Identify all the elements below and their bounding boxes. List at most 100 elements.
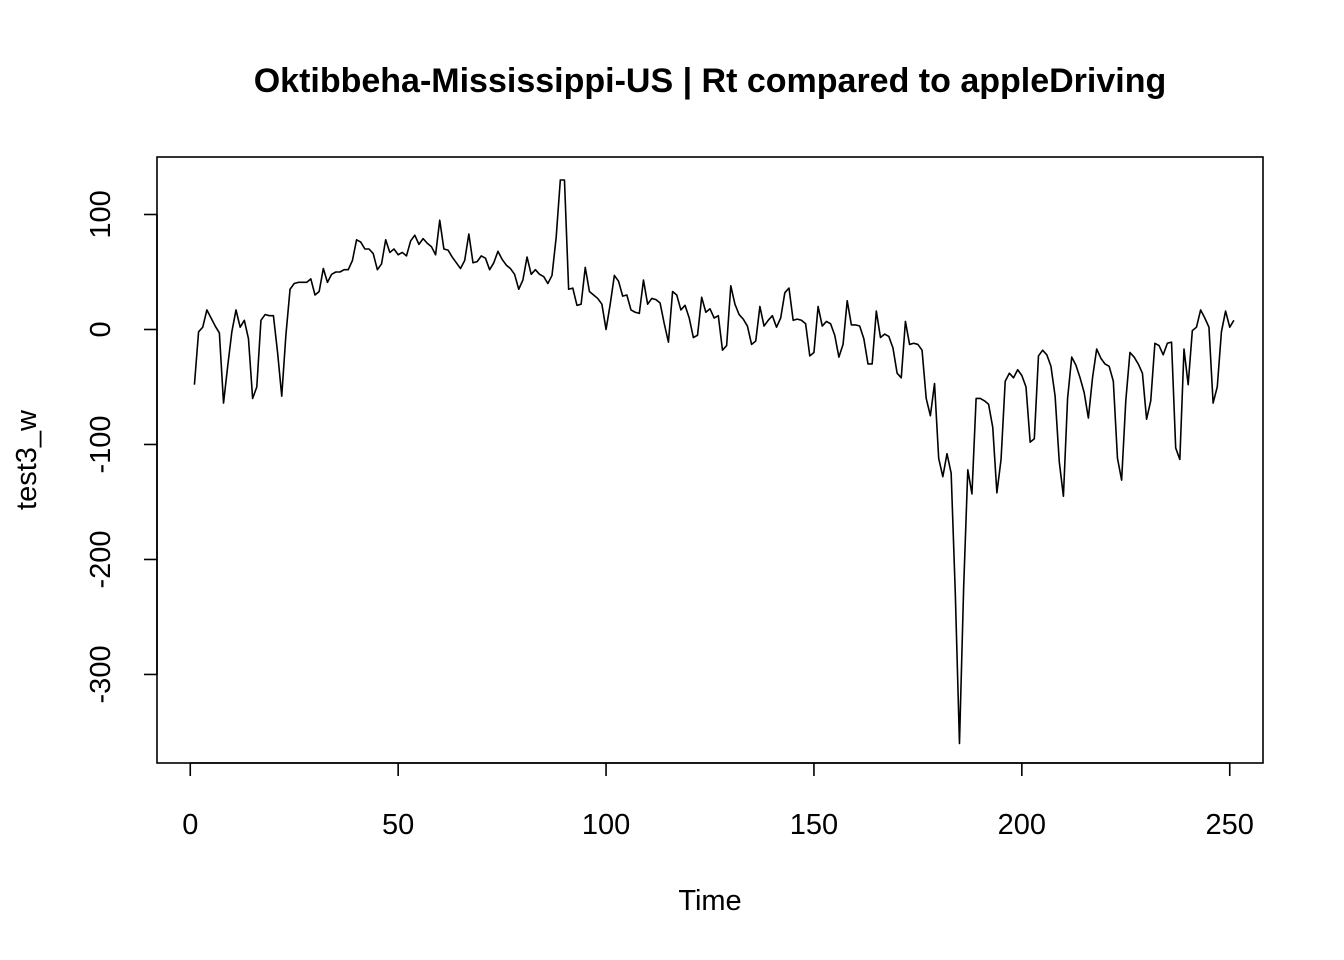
data-point bbox=[1075, 364, 1077, 366]
y-tick-label: -300 bbox=[85, 645, 117, 703]
data-point bbox=[1158, 345, 1160, 347]
data-point bbox=[942, 476, 944, 478]
y-axis-label: test3_w bbox=[11, 409, 43, 510]
data-point bbox=[1146, 418, 1148, 420]
data-point bbox=[584, 267, 586, 269]
data-point bbox=[1121, 479, 1123, 481]
data-point bbox=[368, 248, 370, 250]
data-point bbox=[347, 269, 349, 271]
data-point bbox=[772, 315, 774, 317]
data-point bbox=[1175, 447, 1177, 449]
data-point bbox=[668, 341, 670, 343]
data-point bbox=[260, 319, 262, 321]
data-point bbox=[1083, 392, 1085, 394]
data-point bbox=[580, 303, 582, 305]
data-point bbox=[697, 334, 699, 336]
data-point bbox=[510, 268, 512, 270]
data-point bbox=[817, 306, 819, 308]
data-point bbox=[747, 325, 749, 327]
data-point bbox=[734, 303, 736, 305]
data-point bbox=[934, 383, 936, 385]
data-point bbox=[485, 257, 487, 259]
data-point bbox=[555, 237, 557, 239]
x-axis: 0 50 100 150 200 250 bbox=[182, 762, 1254, 841]
data-point bbox=[481, 255, 483, 257]
data-point bbox=[651, 298, 653, 300]
data-point bbox=[959, 743, 961, 745]
data-point bbox=[921, 349, 923, 351]
data-point bbox=[759, 306, 761, 308]
data-point bbox=[821, 325, 823, 327]
data-point bbox=[971, 493, 973, 495]
data-point bbox=[1042, 349, 1044, 351]
data-point bbox=[722, 349, 724, 351]
x-tick-label: 200 bbox=[998, 809, 1046, 841]
data-point bbox=[501, 259, 503, 261]
data-point bbox=[1150, 400, 1152, 402]
data-point bbox=[231, 331, 233, 333]
data-point bbox=[526, 256, 528, 258]
data-point bbox=[302, 282, 304, 284]
data-point bbox=[867, 363, 869, 365]
data-point bbox=[1179, 459, 1181, 461]
data-point bbox=[248, 338, 250, 340]
data-point bbox=[726, 345, 728, 347]
data-point bbox=[1067, 398, 1069, 400]
data-point bbox=[688, 317, 690, 319]
data-point bbox=[967, 469, 969, 471]
data-point bbox=[930, 415, 932, 417]
data-point bbox=[493, 262, 495, 264]
data-point bbox=[410, 240, 412, 242]
data-point bbox=[539, 273, 541, 275]
data-point bbox=[323, 268, 325, 270]
data-point bbox=[194, 384, 196, 386]
data-point bbox=[1204, 317, 1206, 319]
data-point bbox=[439, 219, 441, 221]
data-point bbox=[252, 398, 254, 400]
data-point bbox=[339, 271, 341, 273]
data-point bbox=[456, 262, 458, 264]
data-point bbox=[693, 337, 695, 339]
data-point bbox=[560, 179, 562, 181]
data-point bbox=[393, 248, 395, 250]
data-point bbox=[468, 233, 470, 235]
data-point bbox=[1025, 386, 1027, 388]
data-point bbox=[846, 300, 848, 302]
y-tick-label: 0 bbox=[85, 321, 117, 337]
data-point bbox=[992, 426, 994, 428]
data-point bbox=[763, 325, 765, 327]
data-point bbox=[377, 269, 379, 271]
data-point bbox=[1108, 365, 1110, 367]
data-point bbox=[1013, 377, 1015, 379]
data-point bbox=[639, 313, 641, 315]
data-point bbox=[1233, 319, 1235, 321]
data-point bbox=[963, 587, 965, 589]
plot-frame bbox=[156, 156, 1264, 764]
data-point bbox=[1167, 342, 1169, 344]
data-point bbox=[767, 319, 769, 321]
data-point bbox=[905, 321, 907, 323]
data-point bbox=[1200, 309, 1202, 311]
data-point bbox=[543, 276, 545, 278]
data-point bbox=[1088, 417, 1090, 419]
data-point bbox=[876, 310, 878, 312]
data-point bbox=[530, 273, 532, 275]
data-point bbox=[239, 326, 241, 328]
data-point bbox=[984, 400, 986, 402]
data-point bbox=[285, 334, 287, 336]
data-point bbox=[684, 305, 686, 307]
data-point bbox=[464, 260, 466, 262]
x-tick-label: 250 bbox=[1206, 809, 1254, 841]
data-point bbox=[1029, 441, 1031, 443]
data-point bbox=[718, 315, 720, 317]
series-layer bbox=[193, 179, 1235, 745]
y-tick-label: -200 bbox=[85, 530, 117, 588]
data-point bbox=[518, 288, 520, 290]
data-point bbox=[364, 248, 366, 250]
x-tick-label: 100 bbox=[582, 809, 630, 841]
data-point bbox=[535, 269, 537, 271]
data-point bbox=[1117, 457, 1119, 459]
data-point bbox=[797, 318, 799, 320]
data-point bbox=[1137, 363, 1139, 365]
